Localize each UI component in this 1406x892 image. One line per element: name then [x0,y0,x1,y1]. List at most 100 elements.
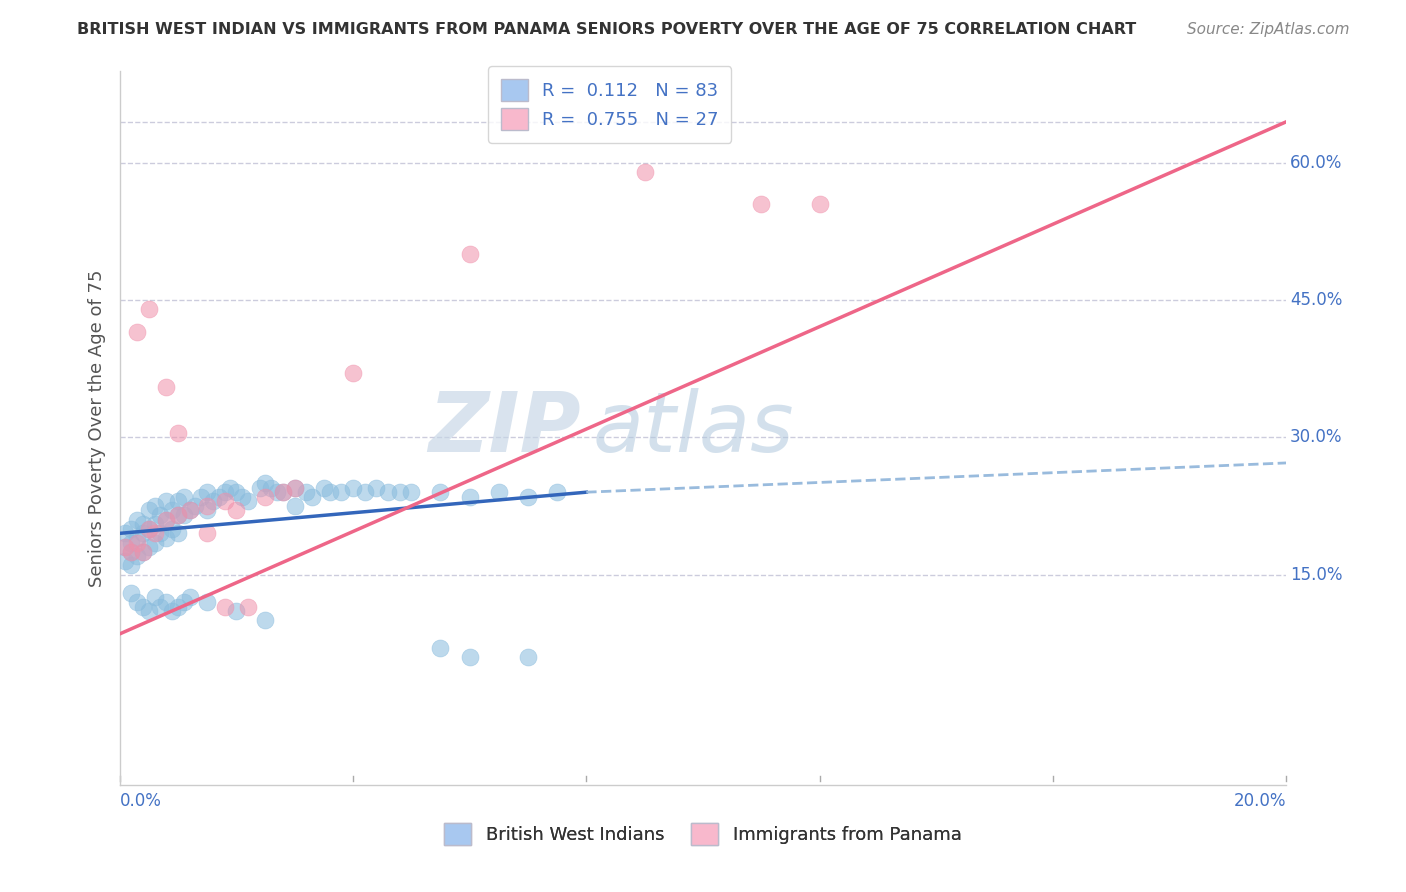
Point [429,485,451,500]
Point [377,485,399,500]
Text: Source: ZipAtlas.com: Source: ZipAtlas.com [1187,22,1350,37]
Point [214,599,236,614]
Point [166,526,188,541]
Point [149,526,172,541]
Point [458,490,481,504]
Point [236,599,259,614]
Point [266,485,288,500]
Point [125,595,148,609]
Point [143,517,166,532]
Text: 45.0%: 45.0% [1289,291,1343,309]
Point [138,522,160,536]
Point [138,604,160,618]
Point [342,366,364,380]
Point [173,508,195,522]
Point [301,490,323,504]
Point [225,604,247,618]
Point [120,535,142,549]
Point [254,490,277,504]
Point [195,526,218,541]
Point [214,485,236,500]
Point [208,490,231,504]
Point [120,544,142,558]
Point [751,197,773,211]
Point [195,499,218,513]
Point [249,481,271,495]
Point [195,595,218,609]
Point [225,485,247,500]
Point [166,494,188,508]
Point [173,595,195,609]
Point [120,522,142,536]
Point [458,247,481,261]
Y-axis label: Seniors Poverty Over the Age of 75: Seniors Poverty Over the Age of 75 [87,269,105,587]
Point [173,490,195,504]
Text: 15.0%: 15.0% [1289,566,1343,583]
Point [166,508,188,522]
Point [254,476,277,491]
Point [114,554,136,568]
Legend: British West Indians, Immigrants from Panama: British West Indians, Immigrants from Pa… [436,814,970,855]
Point [143,535,166,549]
Point [488,485,510,500]
Point [120,558,142,573]
Point [155,494,177,508]
Point [160,522,183,536]
Point [143,499,166,513]
Point [517,490,540,504]
Point [260,481,283,495]
Point [231,490,253,504]
Point [219,481,242,495]
Point [125,549,148,564]
Point [312,481,335,495]
Point [132,544,155,558]
Point [138,302,160,317]
Point [366,481,388,495]
Point [125,531,148,545]
Point [254,613,277,627]
Point [429,640,451,655]
Point [132,526,155,541]
Point [195,503,218,517]
Point [271,485,294,500]
Point [353,485,375,500]
Point [143,526,166,541]
Point [633,165,655,179]
Point [132,599,155,614]
Text: 20.0%: 20.0% [1234,792,1286,810]
Point [114,540,136,554]
Point [120,586,142,600]
Point [166,508,188,522]
Point [114,540,136,554]
Point [225,503,247,517]
Point [120,544,142,558]
Point [342,481,364,495]
Point [283,481,307,495]
Point [149,508,172,522]
Point [458,649,481,664]
Point [295,485,318,500]
Point [132,517,155,532]
Point [179,503,201,517]
Point [201,494,224,508]
Point [155,595,177,609]
Text: 60.0%: 60.0% [1289,153,1343,172]
Point [283,481,307,495]
Point [195,485,218,500]
Point [138,540,160,554]
Point [149,599,172,614]
Point [125,535,148,549]
Point [125,325,148,339]
Point [155,380,177,394]
Point [166,599,188,614]
Point [155,513,177,527]
Text: 30.0%: 30.0% [1289,428,1343,446]
Point [330,485,353,500]
Point [214,494,236,508]
Text: 0.0%: 0.0% [120,792,162,810]
Point [318,485,340,500]
Point [184,499,207,513]
Point [132,544,155,558]
Text: BRITISH WEST INDIAN VS IMMIGRANTS FROM PANAMA SENIORS POVERTY OVER THE AGE OF 75: BRITISH WEST INDIAN VS IMMIGRANTS FROM P… [77,22,1136,37]
Point [160,503,183,517]
